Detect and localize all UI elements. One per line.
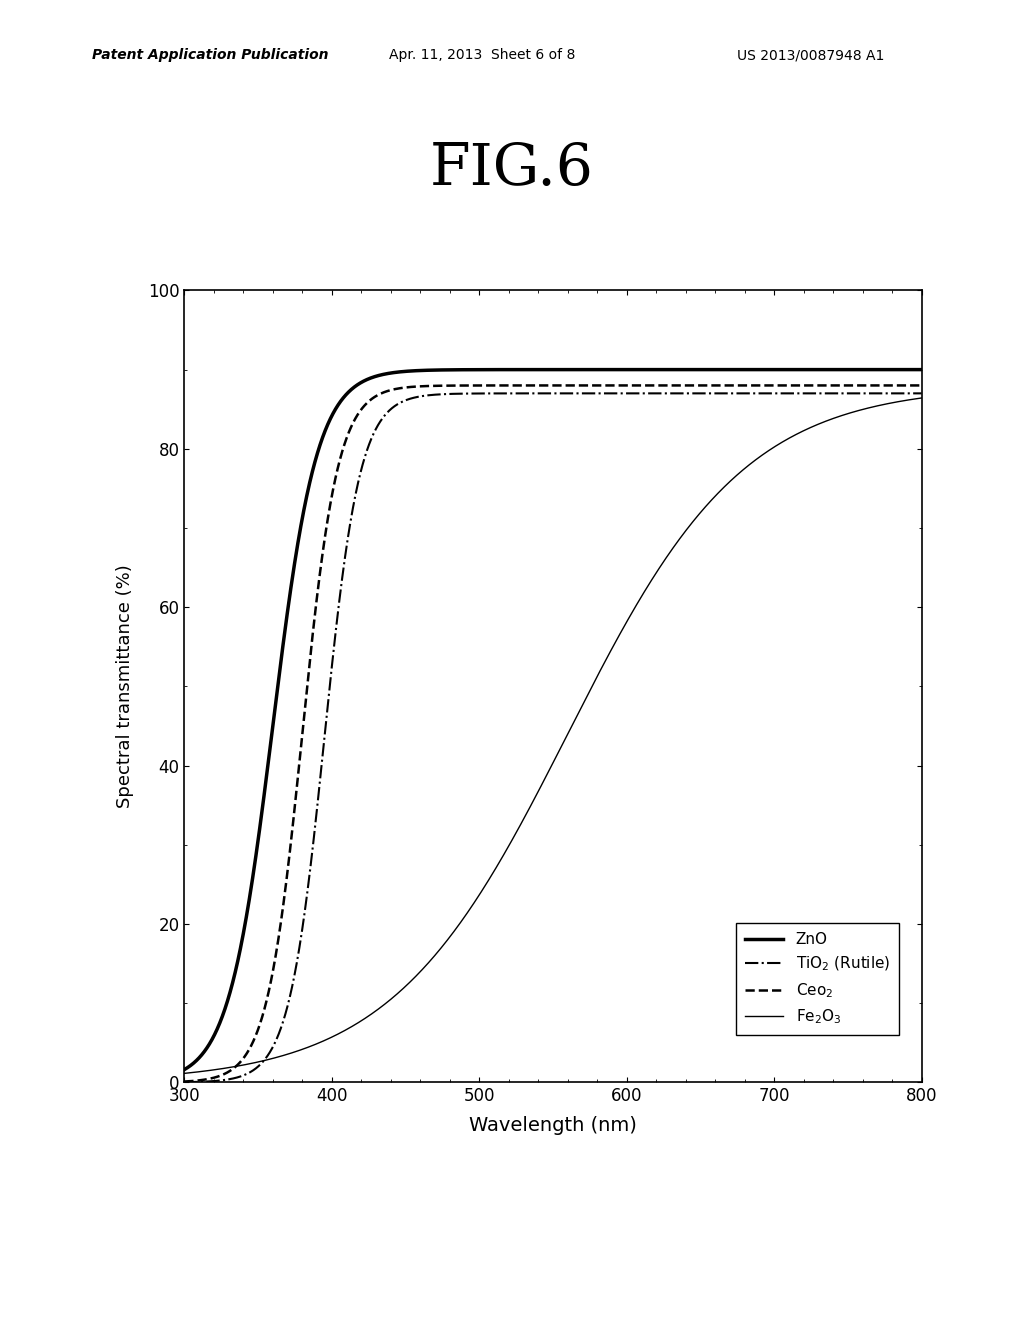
Text: FIG.6: FIG.6 (430, 141, 594, 197)
Text: US 2013/0087948 A1: US 2013/0087948 A1 (737, 49, 885, 62)
Text: Apr. 11, 2013  Sheet 6 of 8: Apr. 11, 2013 Sheet 6 of 8 (389, 49, 575, 62)
X-axis label: Wavelength (nm): Wavelength (nm) (469, 1117, 637, 1135)
Legend: ZnO, TiO$_2$ (Rutile), Ceo$_2$, Fe$_2$O$_3$: ZnO, TiO$_2$ (Rutile), Ceo$_2$, Fe$_2$O$… (736, 923, 899, 1035)
Y-axis label: Spectral transmittance (%): Spectral transmittance (%) (116, 565, 134, 808)
Text: Patent Application Publication: Patent Application Publication (92, 49, 329, 62)
